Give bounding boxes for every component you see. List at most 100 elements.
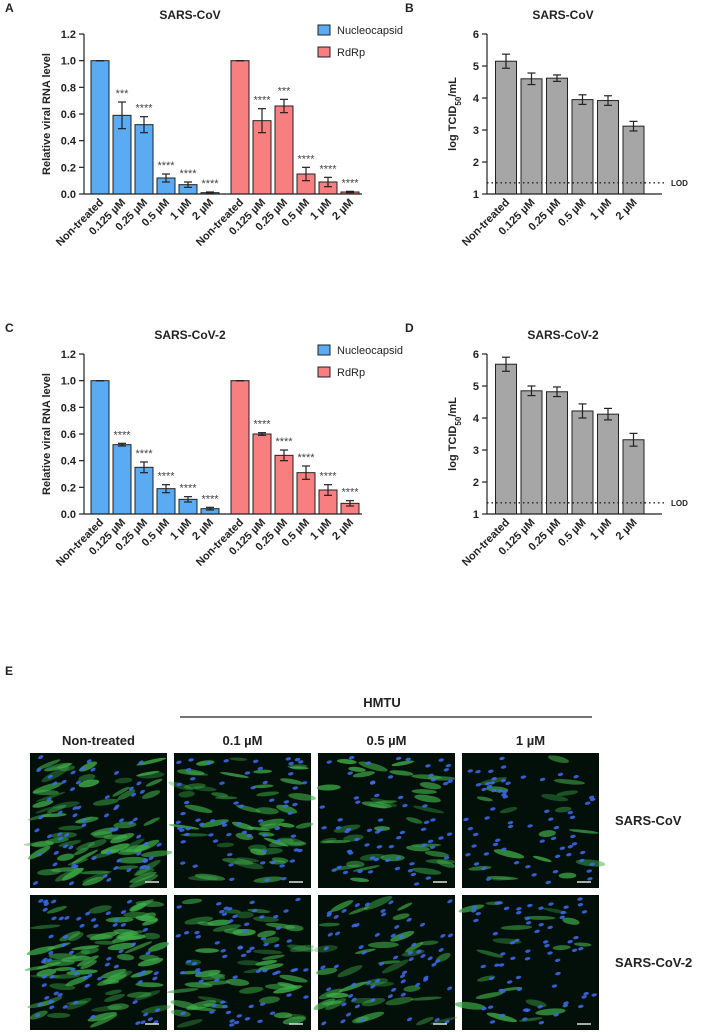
cell-nucleus [70,787,76,792]
y-tick-label: 4 [473,413,480,425]
cell-nucleus [195,935,201,939]
cell-nucleus [274,826,281,831]
cell-nucleus [242,929,248,933]
x-tick-label: 1 µM [168,197,194,223]
cell-nucleus [229,1023,235,1027]
cell-cytoplasm [573,942,592,947]
cell-nucleus [48,999,54,1004]
chart-title: SARS-CoV [532,8,593,22]
cell-cytoplasm [80,870,109,875]
legend-label: RdRp [337,367,365,379]
cell-nucleus [289,859,296,863]
cell-nucleus [573,936,579,940]
cell-nucleus [377,818,384,822]
cell-nucleus [86,759,92,764]
cell-nucleus [377,828,383,832]
cell-nucleus [586,869,592,873]
cell-nucleus [583,991,589,996]
cell-cytoplasm [476,949,504,958]
micrograph [168,753,316,888]
x-tick-label: 1 µM [588,517,614,543]
cell-nucleus [32,881,39,886]
cell-nucleus [577,902,584,907]
cell-nucleus [492,842,499,847]
cell-nucleus [139,789,145,794]
cell-nucleus [58,916,64,921]
cell-nucleus [259,915,265,919]
cell-nucleus [118,949,124,954]
cell-cytoplasm [369,981,394,987]
cell-cytoplasm [499,806,518,814]
error-bar [629,120,638,132]
cell-cytoplasm [35,806,56,814]
cell-nucleus [525,949,531,953]
cell-nucleus [347,771,353,775]
cell-nucleus [443,768,450,772]
cell-nucleus [547,925,553,930]
cell-nucleus [401,970,408,975]
y-axis-label-part: 50 [454,416,463,425]
cell-nucleus [548,902,554,906]
cell-cytoplasm [168,824,200,830]
cell-cytoplasm [348,906,370,915]
y-axis-label-part: /mL [447,397,459,417]
cell-nucleus [359,1017,365,1022]
cell-cytoplasm [80,960,97,970]
bar [597,100,619,195]
cell-cytoplasm [477,975,496,982]
cell-nucleus [562,1003,569,1008]
cell-nucleus [269,1011,276,1015]
cell-cytoplasm [170,1000,199,1010]
cell-nucleus [295,897,301,902]
micrograph [454,895,599,1030]
cell-nucleus [113,866,119,871]
cell-nucleus [222,954,228,959]
cell-nucleus [52,862,58,867]
cell-nucleus [176,782,182,787]
cell-nucleus [102,874,108,879]
cell-nucleus [548,817,554,821]
significance: **** [319,471,337,483]
cell-nucleus [236,1014,243,1018]
cell-cytoplasm [177,769,205,776]
cell-nucleus [337,818,343,822]
cell-cytoplasm [102,979,120,985]
y-axis-label: log TCID50/mL [447,397,463,471]
cell-nucleus [333,964,339,969]
cell-nucleus [525,864,531,869]
cell-cytoplasm [142,919,158,926]
cell-nucleus [374,978,381,983]
cell-nucleus [183,800,190,805]
significance: **** [201,493,219,505]
x-tick-label: 1 µM [308,197,334,223]
cell-nucleus [180,861,186,865]
cell-nucleus [369,856,376,860]
row-label: SARS-CoV [615,813,682,828]
cell-nucleus [71,863,77,868]
cell-nucleus [246,834,253,838]
cell-nucleus [524,956,531,961]
cell-nucleus [73,1000,79,1005]
x-tick-label: 2 µM [190,197,216,223]
cell-nucleus [516,907,522,911]
cell-nucleus [423,820,430,825]
cell-cytoplasm [315,967,338,975]
cell-nucleus [244,1017,251,1021]
cell-nucleus [62,1004,68,1009]
y-tick-label: 5 [473,381,479,393]
y-tick-label: 4 [473,93,480,105]
cell-nucleus [128,820,134,825]
y-tick-label: 6 [473,29,479,41]
cell-nucleus [470,909,477,913]
cell-nucleus [406,917,412,922]
cell-cytoplasm [316,784,341,791]
cell-cytoplasm [30,924,61,930]
cell-nucleus [238,804,245,808]
cell-nucleus [257,1019,263,1024]
cell-nucleus [156,842,162,847]
cell-nucleus [385,858,391,863]
cell-cytoplasm [248,844,267,852]
cell-nucleus [578,946,584,951]
significance: **** [253,95,271,107]
cell-nucleus [154,1008,161,1012]
